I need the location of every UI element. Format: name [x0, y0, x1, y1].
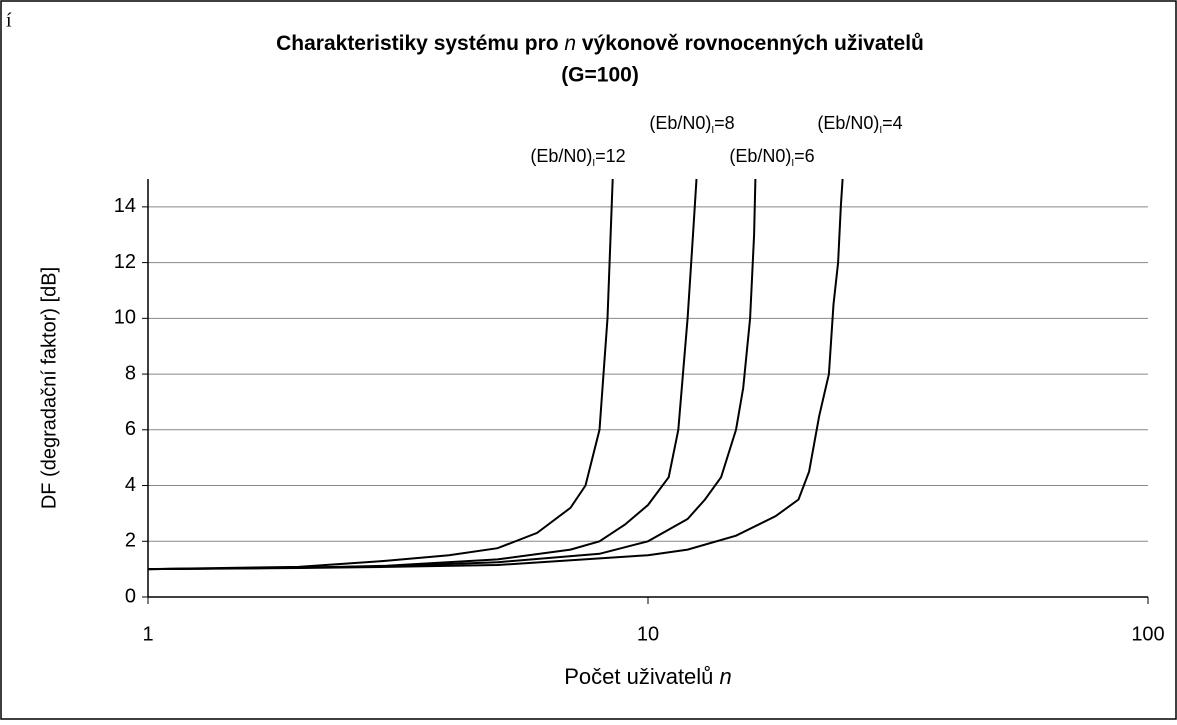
label-part: =12 — [595, 146, 626, 166]
label-part: (Eb/N0) — [729, 146, 791, 166]
y-tick-label: 12 — [114, 251, 136, 273]
y-tick-label: 8 — [125, 362, 136, 384]
series-line — [147, 178, 614, 571]
x-tick-label: 10 — [637, 623, 659, 645]
label-part: I — [711, 125, 714, 136]
label-part: (Eb/N0) — [530, 146, 592, 166]
chart-title: Charakteristiky systému pro n výkonově r… — [276, 32, 924, 55]
label-part: (Eb/N0) — [817, 113, 879, 133]
x-label-part: Počet uživatelů — [564, 664, 719, 689]
label-part: (Eb/N0) — [649, 113, 711, 133]
x-tick-label: 100 — [1131, 623, 1164, 645]
label-part: =4 — [882, 113, 903, 133]
title-part: výkonově rovnocenných uživatelů — [576, 32, 924, 55]
y-tick-label: 0 — [125, 585, 136, 607]
y-axis-label: DF (degradační faktor) [dB] — [38, 267, 60, 509]
label-part: I — [879, 125, 882, 136]
y-tick-label: 14 — [114, 195, 136, 217]
series-label: (Eb/N0)I=4 — [817, 113, 902, 136]
x-axis-label: Počet uživatelů n — [564, 664, 732, 689]
label-part: =8 — [714, 113, 735, 133]
y-tick-label: 6 — [125, 418, 136, 440]
series-label: (Eb/N0)I=8 — [649, 113, 734, 136]
title-part: Charakteristiky systému pro — [276, 32, 564, 55]
series-label: (Eb/N0)I=6 — [729, 146, 814, 169]
x-tick-label: 1 — [142, 623, 153, 645]
chart-subtitle: (G=100) — [561, 64, 639, 87]
series-label: (Eb/N0)I=12 — [530, 146, 625, 169]
label-part: =6 — [794, 146, 815, 166]
corner-mark: í — [6, 10, 12, 32]
x-label-part: n — [720, 664, 732, 689]
label-part: I — [791, 158, 794, 169]
label-part: I — [592, 158, 595, 169]
y-tick-label: 4 — [125, 474, 136, 496]
y-tick-label: 2 — [125, 530, 136, 552]
y-tick-label: 10 — [114, 307, 136, 329]
title-part: n — [564, 32, 576, 55]
series-line — [147, 178, 844, 571]
